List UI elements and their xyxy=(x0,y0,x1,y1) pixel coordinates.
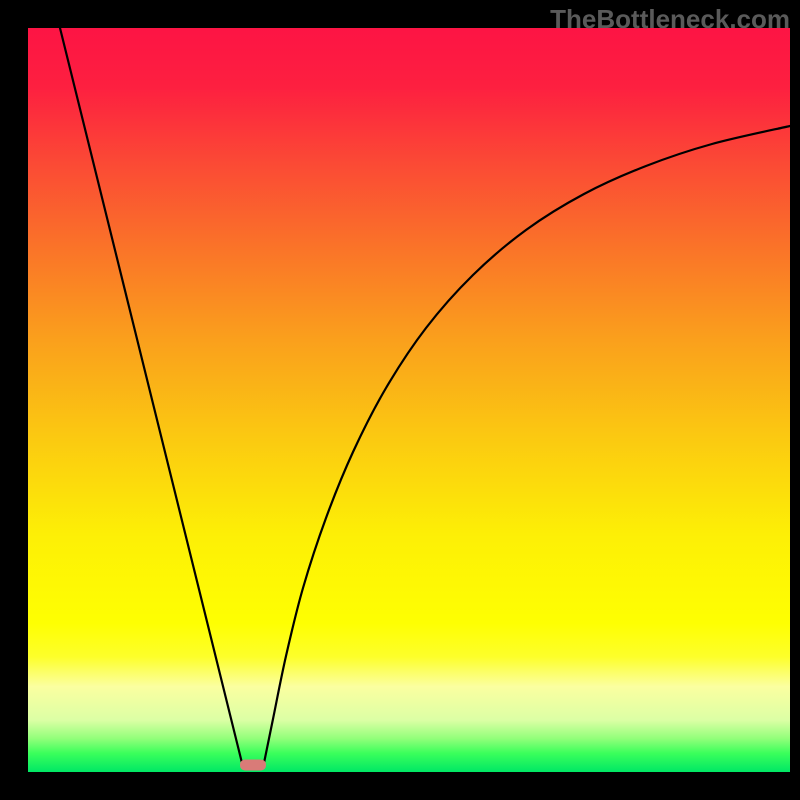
chart-container: TheBottleneck.com xyxy=(0,0,800,800)
watermark-text: TheBottleneck.com xyxy=(550,4,790,35)
bottleneck-chart xyxy=(0,0,800,800)
bottleneck-marker xyxy=(240,760,266,771)
gradient-background xyxy=(28,28,790,772)
